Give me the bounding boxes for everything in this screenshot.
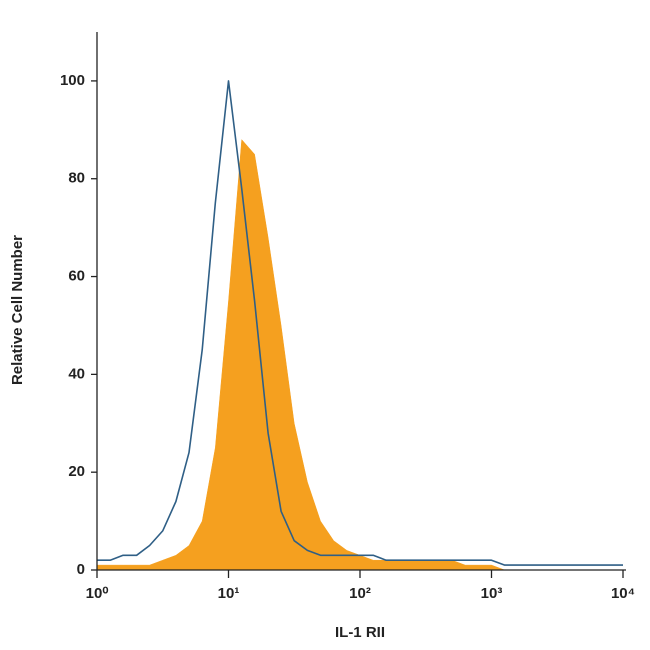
y-tick-label: 40 <box>68 365 85 382</box>
line <box>97 80 623 566</box>
area <box>96 139 624 571</box>
x-tick-label: 10⁴ <box>611 585 635 602</box>
x-axis-label: IL-1 RII <box>335 624 385 641</box>
y-tick-label: 20 <box>68 463 85 480</box>
y-axis-label: Relative Cell Number <box>9 235 26 385</box>
y-tick-label: 100 <box>60 72 85 89</box>
y-tick-label: 0 <box>77 561 85 578</box>
x-tick-label: 10³ <box>481 585 503 602</box>
x-tick-label: 10¹ <box>218 585 240 602</box>
y-tick-label: 60 <box>68 268 85 285</box>
x-tick-label: 10² <box>349 585 371 602</box>
x-tick-label: 10⁰ <box>86 585 109 602</box>
y-tick-label: 80 <box>68 170 85 187</box>
